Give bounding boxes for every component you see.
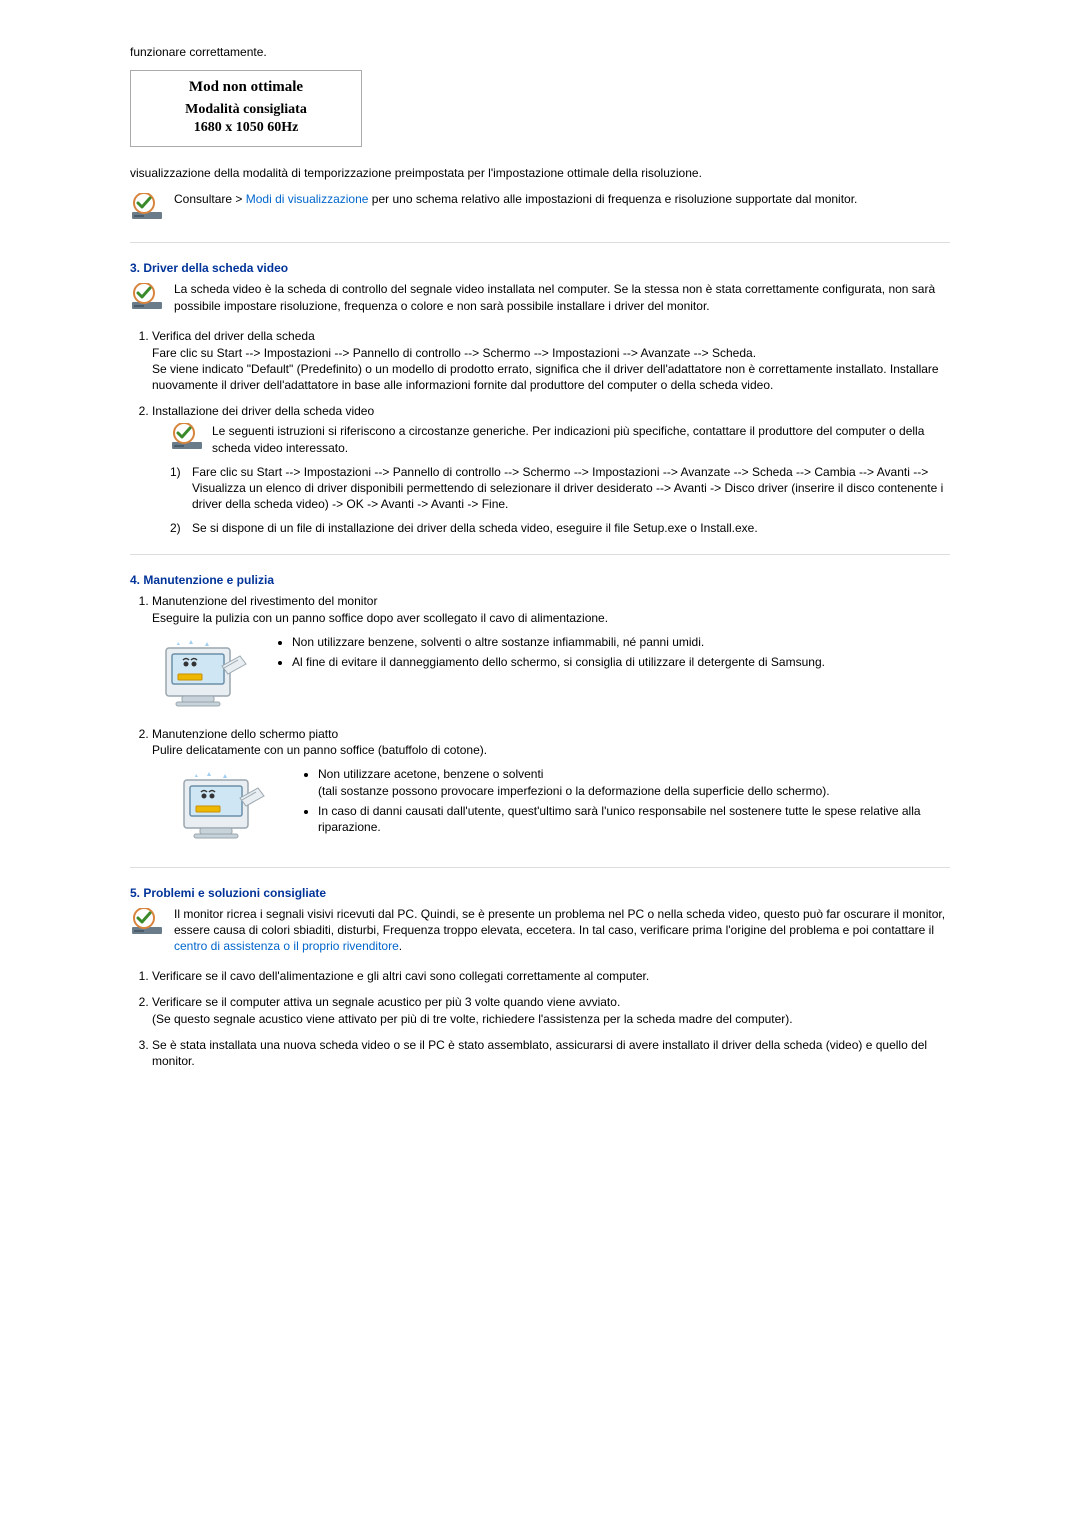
sec3-item2-step2: Se si dispone di un file di installazion…: [170, 520, 950, 536]
sec3-item1: Verifica del driver della scheda Fare cl…: [152, 328, 950, 393]
sec4-item1-b2: Al fine di evitare il danneggiamento del…: [292, 654, 950, 670]
consult-prefix: Consultare >: [174, 192, 246, 206]
sec5-s2: Verificare se il computer attiva un segn…: [152, 994, 950, 1026]
monitor-clean-icon: [152, 630, 252, 716]
sec3-item2-note-row: Le seguenti istruzioni si riferiscono a …: [170, 423, 950, 455]
divider: [130, 554, 950, 555]
monitor-clean-icon: [152, 762, 270, 848]
sec3-heading: 3. Driver della scheda video: [130, 261, 950, 275]
check-icon: [130, 908, 164, 939]
sec5-intro-a: Il monitor ricrea i segnali visivi ricev…: [174, 907, 945, 937]
sec5-intro: Il monitor ricrea i segnali visivi ricev…: [174, 906, 950, 955]
consult-link[interactable]: Modi di visualizzazione: [246, 192, 369, 206]
sec5-s2b: (Se questo segnale acustico viene attiva…: [152, 1012, 793, 1026]
sec3-list: Verifica del driver della scheda Fare cl…: [130, 328, 950, 536]
visualization-text: visualizzazione della modalità di tempor…: [130, 165, 950, 181]
consult-text: Consultare > Modi di visualizzazione per…: [174, 191, 950, 207]
sec4-heading: 4. Manutenzione e pulizia: [130, 573, 950, 587]
sec3-item2-steps: Fare clic su Start --> Impostazioni --> …: [152, 464, 950, 537]
sec3-intro: La scheda video è la scheda di controllo…: [174, 281, 950, 313]
sec3-item2-note: Le seguenti istruzioni si riferiscono a …: [212, 423, 950, 455]
top-fragment: funzionare correttamente.: [130, 44, 950, 60]
sec5-list: Verificare se il cavo dell'alimentazione…: [130, 968, 950, 1069]
sec4-list: Manutenzione del rivestimento del monito…: [130, 593, 950, 848]
osd-mode-box: Mod non ottimale Modalità consigliata 16…: [130, 70, 362, 147]
sec4-item2: Manutenzione dello schermo piatto Pulire…: [152, 726, 950, 849]
sec3-intro-row: La scheda video è la scheda di controllo…: [130, 281, 950, 314]
sec4-item2-b1: Non utilizzare acetone, benzene o solven…: [318, 766, 950, 798]
sec4-item2-b1a: Non utilizzare acetone, benzene o solven…: [318, 767, 543, 781]
check-icon: [130, 283, 164, 314]
sec5-intro-link[interactable]: centro di assistenza o il proprio rivend…: [174, 939, 399, 953]
sec3-item2-title: Installazione dei driver della scheda vi…: [152, 404, 374, 418]
sec5-s2a: Verificare se il computer attiva un segn…: [152, 995, 620, 1009]
sec3-item1-title: Verifica del driver della scheda: [152, 329, 315, 343]
sec4-item2-title: Manutenzione dello schermo piatto: [152, 727, 338, 741]
sec5-s1: Verificare se il cavo dell'alimentazione…: [152, 968, 950, 984]
osd-resolution: 1680 x 1050 60Hz: [131, 120, 361, 136]
sec4-item1-row: Non utilizzare benzene, solventi o altre…: [152, 630, 950, 716]
sec3-item2-step1: Fare clic su Start --> Impostazioni --> …: [170, 464, 950, 513]
check-icon: [170, 423, 204, 455]
check-icon: [130, 193, 164, 224]
sec5-intro-row: Il monitor ricrea i segnali visivi ricev…: [130, 906, 950, 955]
osd-title: Mod non ottimale: [131, 79, 361, 96]
sec4-item2-row: Non utilizzare acetone, benzene o solven…: [152, 762, 950, 848]
sec4-item2-b1b: (tali sostanze possono provocare imperfe…: [318, 784, 830, 798]
sec4-item2-line: Pulire delicatamente con un panno soffic…: [152, 743, 487, 757]
sec4-item1: Manutenzione del rivestimento del monito…: [152, 593, 950, 716]
sec3-item1-line1: Fare clic su Start --> Impostazioni --> …: [152, 346, 756, 360]
sec4-item2-bullets: Non utilizzare acetone, benzene o solven…: [300, 762, 950, 839]
document-page: funzionare correttamente. Mod non ottima…: [0, 0, 1080, 1139]
sec3-item2: Installazione dei driver della scheda vi…: [152, 403, 950, 536]
sec4-item1-line: Eseguire la pulizia con un panno soffice…: [152, 611, 608, 625]
sec5-heading: 5. Problemi e soluzioni consigliate: [130, 886, 950, 900]
divider: [130, 867, 950, 868]
sec4-item1-title: Manutenzione del rivestimento del monito…: [152, 594, 377, 608]
consult-suffix: per uno schema relativo alle impostazion…: [368, 192, 857, 206]
sec4-item1-bullets: Non utilizzare benzene, solventi o altre…: [274, 630, 950, 674]
osd-subtitle: Modalità consigliata: [131, 102, 361, 118]
divider: [130, 242, 950, 243]
consult-note: Consultare > Modi di visualizzazione per…: [130, 191, 950, 224]
sec4-item1-b1: Non utilizzare benzene, solventi o altre…: [292, 634, 950, 650]
sec5-s3: Se è stata installata una nuova scheda v…: [152, 1037, 950, 1069]
sec3-item1-line2: Se viene indicato "Default" (Predefinito…: [152, 362, 939, 392]
sec4-item2-b2: In caso di danni causati dall'utente, qu…: [318, 803, 950, 835]
sec5-intro-b: .: [399, 939, 402, 953]
